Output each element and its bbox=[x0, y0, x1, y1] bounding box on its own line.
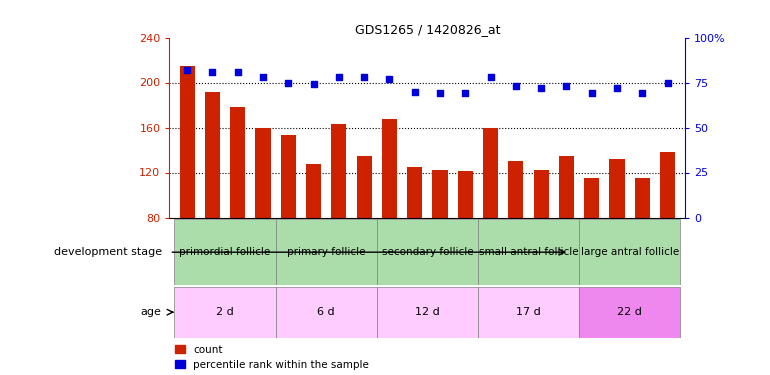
Bar bbox=[175, 219, 276, 285]
Text: secondary follicle: secondary follicle bbox=[382, 247, 473, 257]
Bar bbox=[559, 156, 574, 218]
Bar bbox=[534, 170, 549, 217]
Bar bbox=[306, 164, 321, 218]
Legend: count, percentile rank within the sample: count, percentile rank within the sample bbox=[175, 345, 370, 370]
Bar bbox=[382, 118, 397, 218]
Bar bbox=[205, 92, 220, 218]
Bar bbox=[281, 135, 296, 218]
Text: age: age bbox=[141, 307, 162, 317]
Bar bbox=[179, 66, 195, 218]
Point bbox=[181, 67, 193, 73]
Point bbox=[535, 85, 547, 91]
Bar bbox=[175, 287, 276, 338]
Point bbox=[636, 90, 648, 96]
Bar bbox=[407, 167, 422, 218]
Point bbox=[409, 88, 421, 94]
Bar bbox=[660, 152, 675, 217]
Point bbox=[484, 74, 497, 80]
Bar bbox=[457, 171, 473, 217]
Title: GDS1265 / 1420826_at: GDS1265 / 1420826_at bbox=[355, 23, 500, 36]
Bar bbox=[579, 287, 680, 338]
Bar bbox=[256, 128, 270, 218]
Point bbox=[307, 81, 320, 87]
Point bbox=[661, 80, 674, 86]
Bar bbox=[230, 107, 246, 218]
Text: 2 d: 2 d bbox=[216, 307, 234, 317]
Point bbox=[282, 80, 294, 86]
Point bbox=[510, 83, 522, 89]
Bar bbox=[634, 178, 650, 218]
Point bbox=[434, 90, 446, 96]
Point bbox=[333, 74, 345, 80]
Point bbox=[358, 74, 370, 80]
Bar bbox=[433, 170, 447, 217]
Bar bbox=[276, 287, 377, 338]
Bar bbox=[508, 161, 524, 218]
Text: 12 d: 12 d bbox=[415, 307, 440, 317]
Bar bbox=[609, 159, 624, 218]
Text: development stage: development stage bbox=[54, 247, 162, 257]
Bar bbox=[357, 156, 372, 218]
Point bbox=[383, 76, 396, 82]
Point bbox=[459, 90, 471, 96]
Text: 6 d: 6 d bbox=[317, 307, 335, 317]
Bar bbox=[478, 219, 579, 285]
Bar bbox=[483, 128, 498, 218]
Bar bbox=[377, 287, 478, 338]
Bar bbox=[478, 287, 579, 338]
Point bbox=[561, 83, 573, 89]
Bar bbox=[331, 124, 347, 218]
Text: 22 d: 22 d bbox=[618, 307, 642, 317]
Text: primary follicle: primary follicle bbox=[287, 247, 366, 257]
Point bbox=[232, 69, 244, 75]
Bar bbox=[584, 178, 599, 218]
Text: large antral follicle: large antral follicle bbox=[581, 247, 679, 257]
Bar bbox=[579, 219, 680, 285]
Text: 17 d: 17 d bbox=[516, 307, 541, 317]
Point bbox=[206, 69, 219, 75]
Point bbox=[611, 85, 623, 91]
Point bbox=[585, 90, 598, 96]
Point bbox=[257, 74, 270, 80]
Text: primordial follicle: primordial follicle bbox=[179, 247, 271, 257]
Bar bbox=[276, 219, 377, 285]
Bar bbox=[377, 219, 478, 285]
Text: small antral follicle: small antral follicle bbox=[479, 247, 578, 257]
